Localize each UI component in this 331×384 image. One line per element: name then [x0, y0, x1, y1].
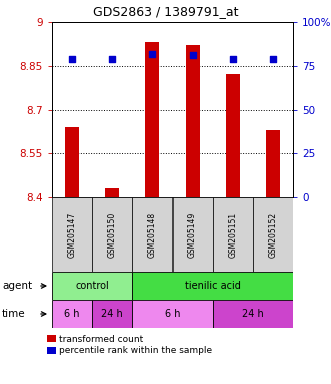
Text: GSM205149: GSM205149 — [188, 211, 197, 258]
Text: control: control — [75, 281, 109, 291]
Bar — [132, 272, 293, 300]
Bar — [52, 272, 132, 300]
Bar — [145, 42, 160, 197]
Text: time: time — [2, 309, 25, 319]
Point — [190, 52, 195, 58]
Text: tienilic acid: tienilic acid — [185, 281, 241, 291]
Text: GDS2863 / 1389791_at: GDS2863 / 1389791_at — [93, 5, 238, 18]
Text: 6 h: 6 h — [64, 309, 80, 319]
Bar — [213, 300, 293, 328]
Bar — [52, 300, 92, 328]
Bar — [253, 197, 293, 272]
Point — [270, 56, 276, 62]
Point — [110, 56, 115, 62]
Bar — [186, 45, 200, 197]
Text: 24 h: 24 h — [101, 309, 123, 319]
Text: GSM205148: GSM205148 — [148, 212, 157, 258]
Bar — [226, 74, 240, 197]
Bar — [92, 197, 132, 272]
Text: GSM205147: GSM205147 — [68, 211, 76, 258]
Text: 6 h: 6 h — [165, 309, 180, 319]
Text: GSM205152: GSM205152 — [268, 212, 277, 258]
Text: GSM205150: GSM205150 — [108, 211, 117, 258]
Bar — [92, 300, 132, 328]
Bar — [132, 300, 213, 328]
Point — [230, 56, 235, 62]
Bar — [105, 188, 119, 197]
Bar — [266, 130, 280, 197]
Bar — [172, 197, 213, 272]
Text: agent: agent — [2, 281, 32, 291]
Bar — [65, 127, 79, 197]
Bar — [52, 197, 92, 272]
Legend: transformed count, percentile rank within the sample: transformed count, percentile rank withi… — [47, 334, 212, 355]
Point — [70, 56, 75, 62]
Bar — [213, 197, 253, 272]
Bar — [132, 197, 172, 272]
Text: 24 h: 24 h — [242, 309, 264, 319]
Point — [150, 50, 155, 56]
Text: GSM205151: GSM205151 — [228, 212, 237, 258]
